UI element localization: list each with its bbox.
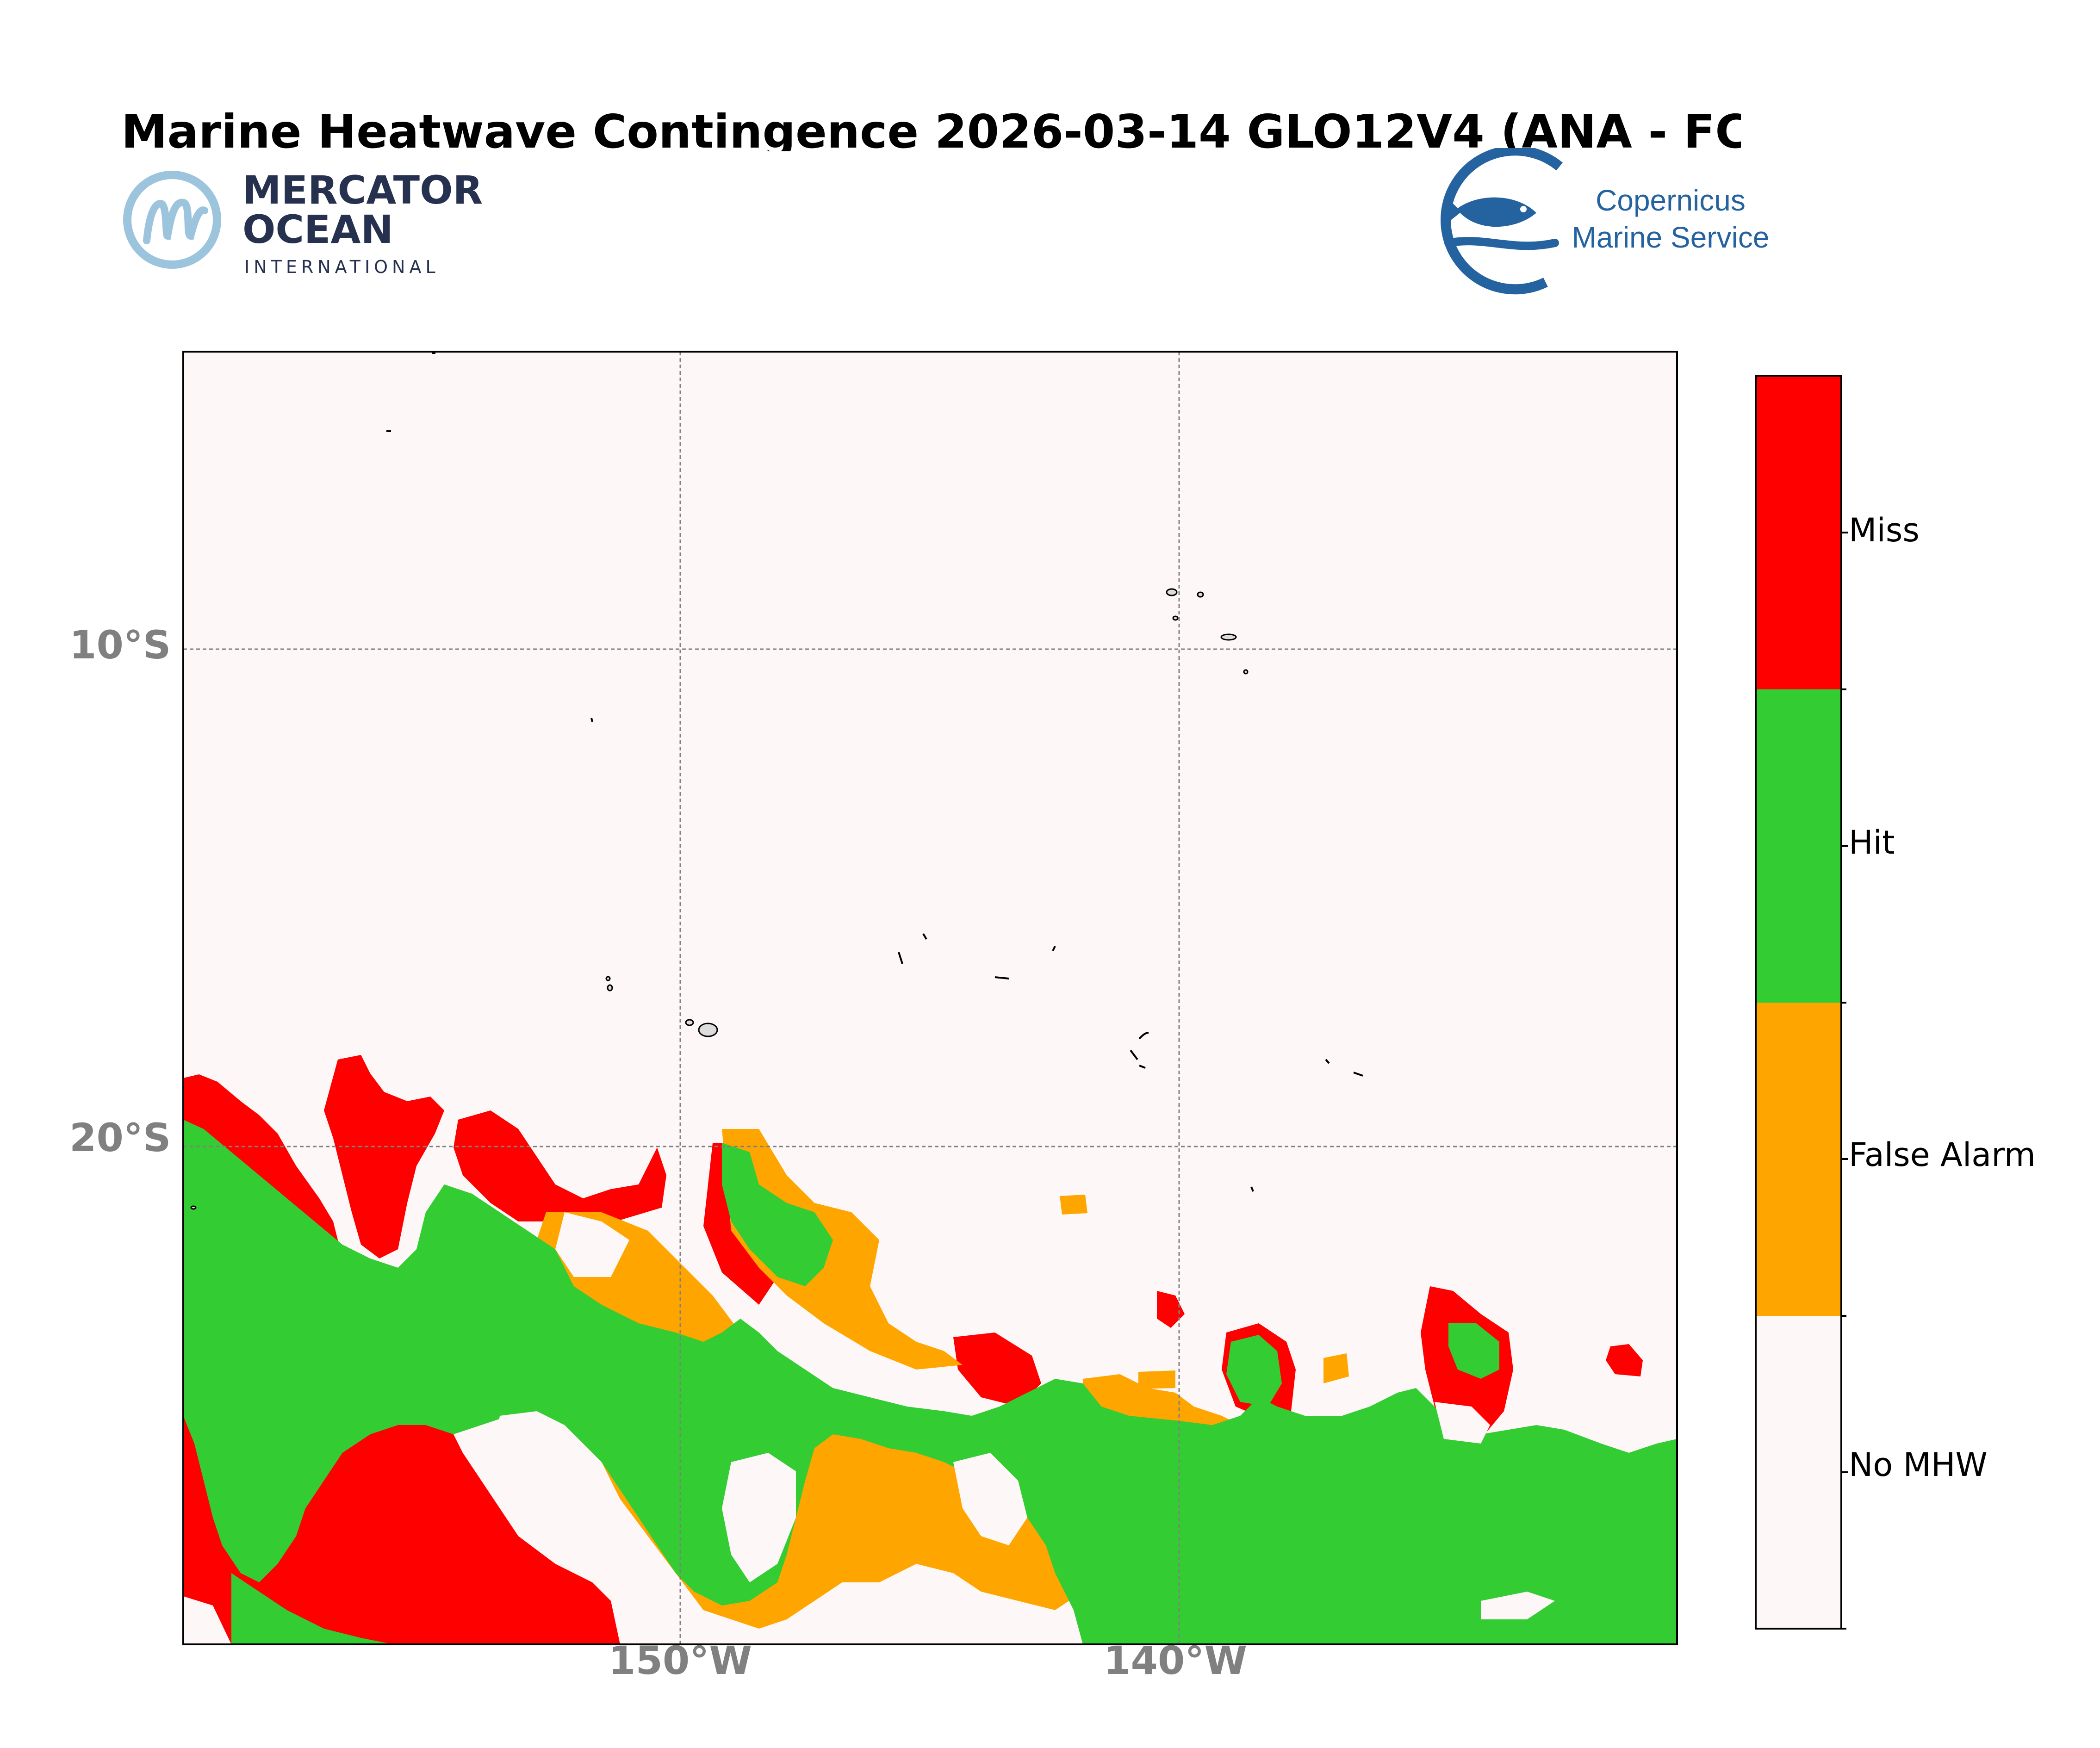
lon-tick-140w: 140°W	[1104, 1638, 1247, 1683]
contingency-field	[183, 1055, 1677, 1644]
island-leeward-1	[605, 976, 611, 981]
colorbar-label-hit: Hit	[1849, 824, 1895, 862]
false-alarm-small-1	[1060, 1195, 1087, 1215]
colorbar-label-miss: Miss	[1849, 511, 1920, 549]
colorbar-miss	[1756, 376, 1841, 689]
colorbar-no-mhw	[1756, 1316, 1841, 1629]
fish-icon	[1446, 197, 1536, 227]
copernicus-marine-logo: Copernicus Marine Service	[1441, 148, 1770, 295]
island-small	[685, 1019, 694, 1026]
lat-tick-10s: 10°S	[69, 622, 171, 668]
colorbar-ticks	[1841, 532, 1848, 1630]
mercator-line2: OCEAN	[242, 207, 393, 252]
hit-region-east-1	[1226, 1335, 1282, 1407]
island-marquesas-1	[1166, 588, 1178, 596]
no-mhw-pocket-1	[495, 1411, 639, 1582]
no-mhw-pocket-6	[1481, 1592, 1555, 1619]
wave-icon	[1444, 237, 1559, 250]
miss-region-east-4	[1606, 1344, 1643, 1376]
miss-region-east-5	[1157, 1291, 1185, 1328]
false-alarm-region-north	[722, 1129, 963, 1370]
island-leeward-2	[607, 984, 613, 992]
coastlines	[190, 588, 1249, 1210]
mercator-line3: INTERNATIONAL	[244, 257, 440, 277]
no-mhw-pocket-5	[1435, 1402, 1490, 1444]
colorbar-hit	[1756, 689, 1841, 1003]
map-frame	[182, 351, 1678, 1645]
island-marquesas-2	[1197, 591, 1204, 598]
lat-tick-20s: 20°S	[69, 1115, 171, 1160]
miss-region-east-1	[953, 1333, 1041, 1407]
island-tahiti	[698, 1023, 718, 1037]
miss-region-north-2	[454, 1110, 666, 1221]
colorbar-false-alarm	[1756, 1003, 1841, 1316]
island-marquesas-5	[1243, 669, 1249, 675]
island-west-edge	[190, 1205, 197, 1210]
atolls	[386, 352, 1363, 1192]
copernicus-line2: Marine Service	[1572, 221, 1770, 254]
mercator-m-glyph	[143, 198, 208, 244]
no-mhw-pocket-3	[953, 1453, 1027, 1545]
hit-region-main	[183, 1120, 1677, 1644]
false-alarm-small-3	[1323, 1353, 1349, 1383]
gridlines	[183, 352, 1677, 1644]
false-alarm-small-2	[1138, 1370, 1175, 1389]
island-marquesas-3	[1172, 615, 1179, 621]
no-mhw-pocket-4	[555, 1212, 629, 1277]
colorbar	[1755, 375, 1848, 1630]
mercator-m-icon	[123, 171, 221, 269]
lon-tick-150w: 150°W	[609, 1638, 752, 1683]
mercator-line1: MERCATOR	[242, 167, 483, 213]
copernicus-line1: Copernicus	[1596, 184, 1746, 217]
no-mhw-pocket-2	[722, 1453, 796, 1582]
colorbar-label-false-alarm: False Alarm	[1849, 1136, 2036, 1174]
chart-title: Marine Heatwave Contingence 2026-03-14 G…	[121, 109, 1741, 151]
island-marquesas-4	[1220, 633, 1237, 641]
hit-region-north	[722, 1143, 833, 1286]
colorbar-label-no-mhw: No MHW	[1849, 1446, 1988, 1484]
hit-region-east-2	[1448, 1323, 1499, 1379]
hit-region-west-lower	[231, 1573, 393, 1644]
copernicus-arc-icon	[1441, 148, 1563, 295]
no-mhw-pocket-7	[183, 1596, 231, 1644]
mercator-ocean-logo: MERCATOR OCEAN INTERNATIONAL	[123, 167, 483, 277]
miss-region-north-1	[324, 1055, 444, 1258]
